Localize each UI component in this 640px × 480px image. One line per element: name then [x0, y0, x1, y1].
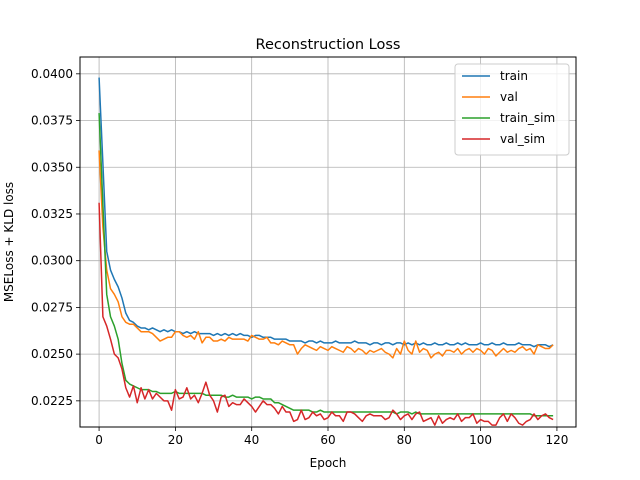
chart-title: Reconstruction Loss [256, 37, 401, 53]
y-tick-label: 0.0375 [31, 114, 73, 128]
legend-box [454, 63, 570, 156]
y-tick-label: 0.0250 [31, 347, 73, 361]
y-tick-label: 0.0225 [31, 394, 73, 408]
y-tick-label: 0.0300 [31, 254, 73, 268]
legend-label: val_sim [500, 132, 545, 146]
x-tick-label: 120 [545, 433, 568, 447]
series-line-val-sim [98, 202, 554, 426]
y-axis: 0.0225 0.0250 0.0275 0.0300 0.0325 0.0350 0.03… [31, 67, 80, 408]
legend: train val train_sim val_sim [454, 63, 570, 156]
legend-label: train_sim [500, 111, 555, 125]
x-tick-label: 40 [244, 433, 259, 447]
x-tick-label: 20 [168, 433, 183, 447]
x-axis-title: Epoch [310, 456, 347, 470]
y-tick-label: 0.0350 [31, 160, 73, 174]
y-tick-label: 0.0275 [31, 300, 73, 314]
x-tick-label: 0 [95, 433, 103, 447]
y-tick-label: 0.0325 [31, 207, 73, 221]
y-axis-title: MSELoss + KLD loss [2, 182, 16, 302]
x-tick-label: 60 [320, 433, 335, 447]
x-tick-label: 100 [469, 433, 492, 447]
x-axis: 0 20 40 60 80 100 120 [95, 427, 568, 447]
series-line-val [98, 150, 554, 359]
y-tick-label: 0.0400 [31, 67, 73, 81]
legend-label: val [500, 90, 518, 104]
x-tick-label: 80 [397, 433, 412, 447]
series-lines [98, 77, 554, 426]
legend-label: train [500, 69, 528, 83]
